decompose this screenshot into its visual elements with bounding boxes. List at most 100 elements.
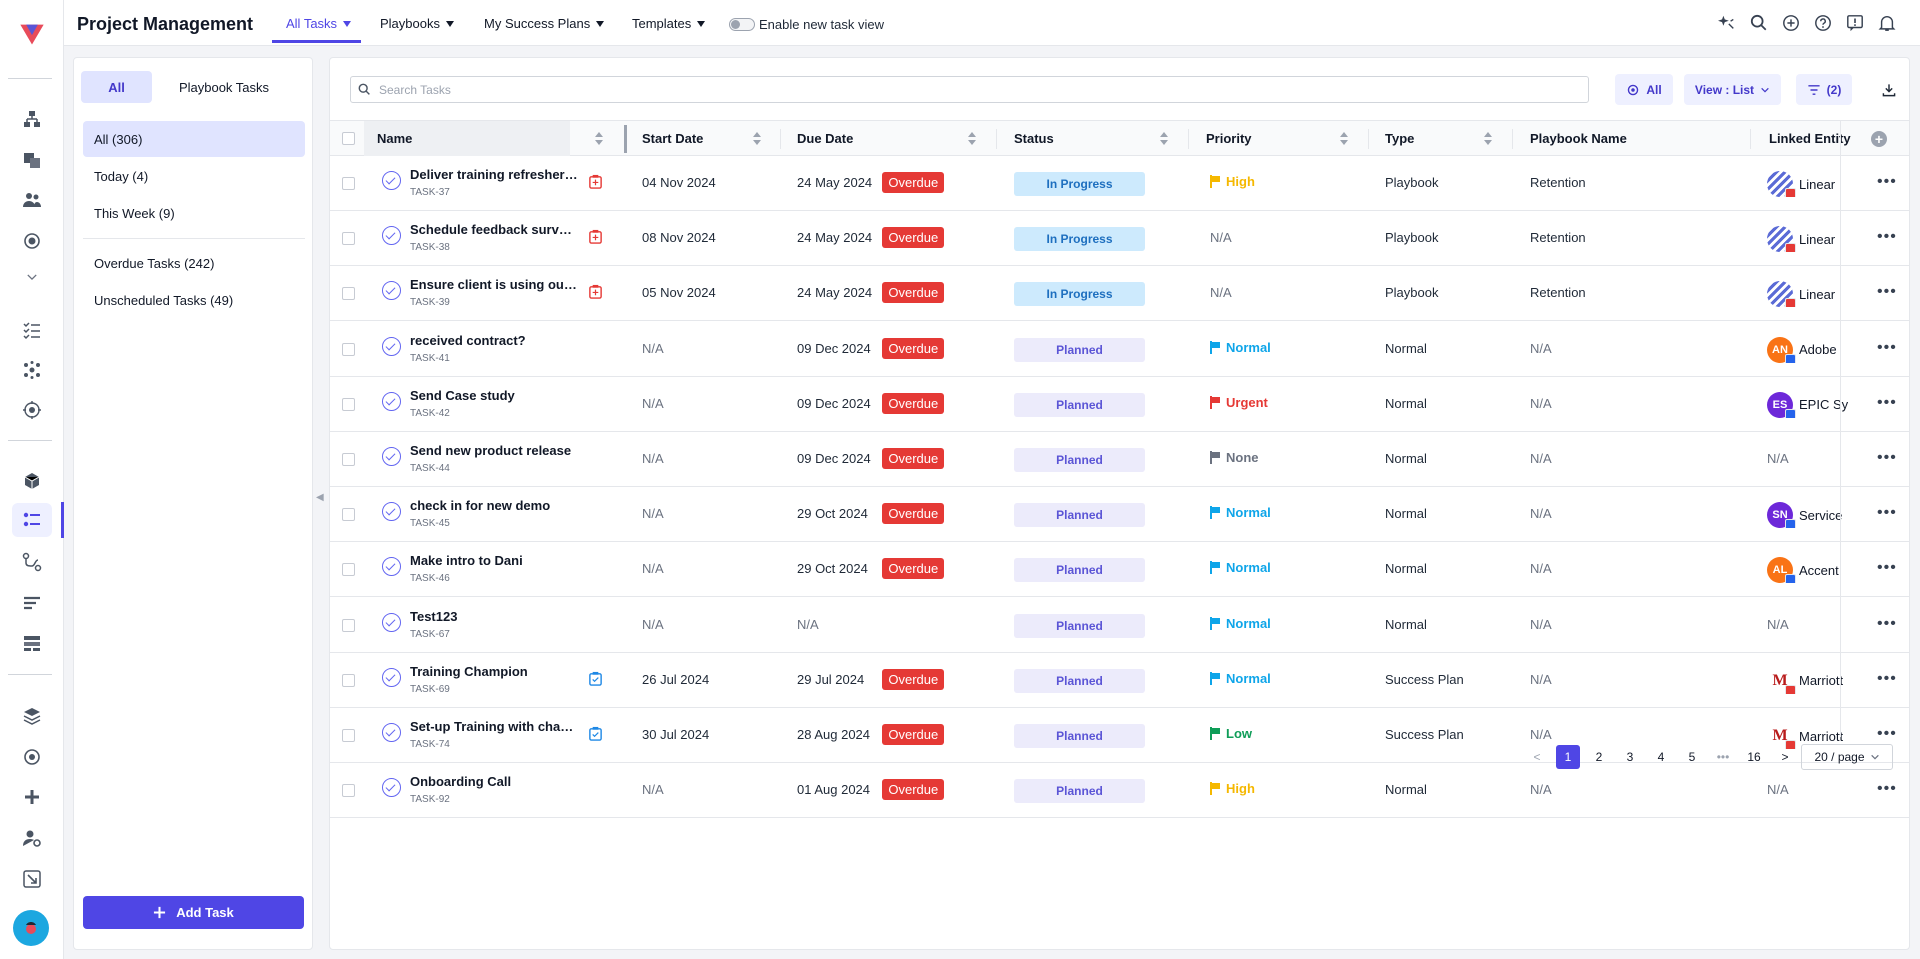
filter-today[interactable]: Today (4) xyxy=(94,168,149,184)
task-complete-icon[interactable] xyxy=(382,171,401,190)
table-row[interactable]: check in for new demo TASK-45 N/A 29 Oct 20… xyxy=(330,487,1909,543)
nav-templates[interactable]: Templates xyxy=(632,16,706,31)
linked-entity[interactable]: ES EPIC Sy xyxy=(1767,391,1857,418)
nav-playbooks[interactable]: Playbooks xyxy=(380,16,454,31)
priority[interactable]: Low xyxy=(1210,726,1252,741)
more-actions-icon[interactable]: ••• xyxy=(1877,449,1897,466)
target-icon[interactable] xyxy=(12,224,52,258)
nav-all-tasks[interactable]: All Tasks xyxy=(286,16,352,31)
linked-entity[interactable]: Linear xyxy=(1767,226,1857,253)
priority[interactable]: None xyxy=(1210,450,1259,465)
table-row[interactable]: Ensure client is using our product TASK-3… xyxy=(330,266,1909,322)
checklist-icon[interactable] xyxy=(12,313,52,347)
page-ellipsis[interactable]: ••• xyxy=(1716,750,1730,764)
col-playbook-name[interactable]: Playbook Name xyxy=(1530,131,1627,146)
cube-icon[interactable] xyxy=(12,464,52,498)
layout-icon[interactable] xyxy=(12,626,52,660)
bell-icon[interactable] xyxy=(1878,14,1898,34)
page-5[interactable]: 5 xyxy=(1688,750,1696,764)
task-complete-icon[interactable] xyxy=(382,557,401,577)
table-row[interactable]: Send new product release TASK-44 N/A 09 Dec… xyxy=(330,432,1909,487)
sparkle-icon[interactable] xyxy=(1718,14,1738,34)
more-actions-icon[interactable]: ••• xyxy=(1877,504,1897,522)
more-actions-icon[interactable]: ••• xyxy=(1877,393,1897,411)
table-row[interactable]: Onboarding Call TASK-92 N/A 01 Aug 2024 Over… xyxy=(330,763,1909,819)
task-name[interactable]: check in for new demo xyxy=(410,498,551,514)
integrations-icon[interactable] xyxy=(12,353,52,387)
priority[interactable]: High xyxy=(1210,781,1255,796)
col-name[interactable]: Name xyxy=(377,131,413,146)
more-actions-icon[interactable]: ••• xyxy=(1877,725,1897,742)
plus-icon[interactable] xyxy=(12,780,52,814)
row-checkbox[interactable] xyxy=(342,563,355,577)
help-icon[interactable] xyxy=(1814,14,1834,34)
page-2[interactable]: 2 xyxy=(1595,750,1603,764)
scope-all-button[interactable]: All xyxy=(1615,74,1673,105)
priority[interactable]: Normal xyxy=(1210,560,1271,575)
filter-button[interactable]: (2) xyxy=(1796,74,1852,105)
status-badge[interactable]: Planned xyxy=(1014,503,1145,528)
row-checkbox[interactable] xyxy=(342,397,355,411)
table-row[interactable]: Set-up Training with champion TASK-74 30 J… xyxy=(330,708,1909,763)
page-4[interactable]: 4 xyxy=(1657,750,1665,764)
priority[interactable]: Normal xyxy=(1210,616,1271,631)
priority[interactable]: Normal xyxy=(1210,340,1271,355)
priority[interactable]: N/A xyxy=(1210,230,1232,246)
next-page-icon[interactable]: > xyxy=(1781,750,1789,764)
more-actions-icon[interactable]: ••• xyxy=(1877,669,1897,687)
status-badge[interactable]: Planned xyxy=(1014,392,1145,417)
linked-entity[interactable]: SN Service xyxy=(1767,502,1857,529)
task-complete-icon[interactable] xyxy=(382,447,401,466)
view-list-dropdown[interactable]: View : List xyxy=(1684,74,1781,105)
task-name[interactable]: Training Champion xyxy=(410,663,528,679)
task-complete-icon[interactable] xyxy=(382,281,401,301)
task-complete-icon[interactable] xyxy=(382,226,401,246)
task-complete-icon[interactable] xyxy=(382,667,401,687)
table-row[interactable]: Schedule feedback survey session TASK-38 0… xyxy=(330,211,1909,267)
linked-entity[interactable]: AN Adobe xyxy=(1767,336,1857,363)
priority[interactable]: N/A xyxy=(1210,285,1232,301)
sort-icon[interactable] xyxy=(1160,132,1168,145)
table-row[interactable]: Training Champion TASK-69 26 Jul 2024 29 Ju… xyxy=(330,653,1909,708)
more-actions-icon[interactable]: ••• xyxy=(1877,173,1897,190)
project-tasks-icon[interactable] xyxy=(12,503,52,537)
row-checkbox[interactable] xyxy=(342,618,355,632)
sort-icon[interactable] xyxy=(1340,132,1348,145)
filter-overdue[interactable]: Overdue Tasks (242) xyxy=(94,255,215,271)
status-badge[interactable]: Planned xyxy=(1014,724,1145,748)
task-name[interactable]: Ensure client is using our product xyxy=(410,277,578,293)
table-row[interactable]: received contract? TASK-41 N/A 09 Dec 2024 O… xyxy=(330,322,1909,377)
filter-unscheduled[interactable]: Unscheduled Tasks (49) xyxy=(94,292,234,308)
filter-this-week[interactable]: This Week (9) xyxy=(94,205,175,221)
priority[interactable]: High xyxy=(1210,174,1255,189)
more-actions-icon[interactable]: ••• xyxy=(1877,559,1897,577)
task-name[interactable]: Set-up Training with champion xyxy=(410,719,578,734)
search-input[interactable]: Search Tasks xyxy=(350,76,1589,103)
new-task-view-toggle[interactable] xyxy=(729,18,755,31)
more-actions-icon[interactable]: ••• xyxy=(1877,283,1897,301)
priority[interactable]: Normal xyxy=(1210,671,1271,686)
page-size-select[interactable]: 20 / page xyxy=(1801,744,1893,770)
linked-entity[interactable]: Linear xyxy=(1767,171,1857,197)
sort-icon[interactable] xyxy=(595,132,603,145)
task-complete-icon[interactable] xyxy=(382,336,401,356)
task-name[interactable]: Schedule feedback survey session xyxy=(410,222,578,238)
linked-entity[interactable]: AL Accent xyxy=(1767,557,1857,584)
status-badge[interactable]: In Progress xyxy=(1014,282,1145,307)
add-task-button[interactable]: Add Task xyxy=(83,896,304,929)
sort-icon[interactable] xyxy=(968,132,976,145)
task-complete-icon[interactable] xyxy=(382,612,401,632)
page-16[interactable]: 16 xyxy=(1747,750,1761,764)
row-checkbox[interactable] xyxy=(342,287,355,301)
task-complete-icon[interactable] xyxy=(382,723,401,742)
more-actions-icon[interactable]: ••• xyxy=(1877,228,1897,246)
prev-page-icon[interactable]: < xyxy=(1533,750,1541,764)
row-checkbox[interactable] xyxy=(342,453,355,466)
task-name[interactable]: Send Case study xyxy=(410,387,515,403)
search-icon[interactable] xyxy=(1750,14,1770,34)
page-1[interactable]: 1 xyxy=(1556,745,1580,769)
row-checkbox[interactable] xyxy=(342,342,355,356)
user-gear-icon[interactable] xyxy=(12,821,52,855)
column-resize-handle[interactable] xyxy=(624,125,627,153)
pages-icon[interactable] xyxy=(12,143,52,177)
